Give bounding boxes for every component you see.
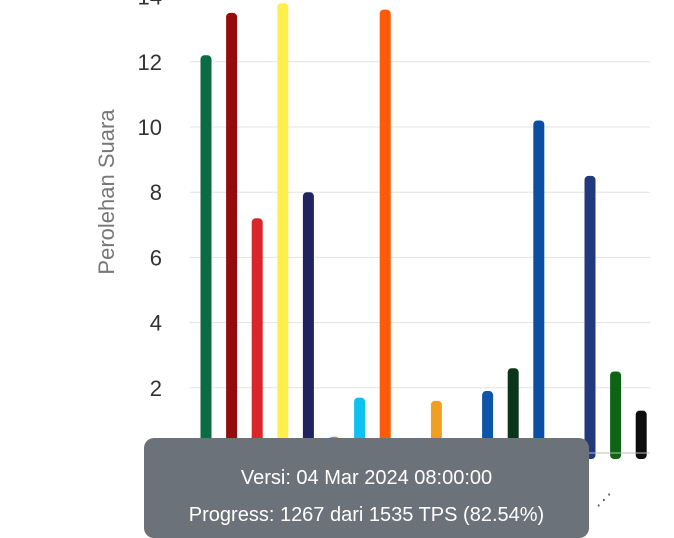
bar[interactable] (533, 120, 545, 459)
bar[interactable] (507, 368, 519, 459)
resize-icon[interactable]: ⋰ (596, 490, 612, 509)
bar[interactable] (584, 175, 596, 459)
y-tick-label: 2 (150, 376, 162, 401)
y-tick-label: 8 (150, 180, 162, 205)
bar[interactable] (635, 410, 647, 459)
y-tick-label: 14 (138, 0, 162, 10)
bar[interactable] (302, 192, 314, 459)
bar[interactable] (200, 55, 212, 459)
bars (200, 3, 647, 460)
gridlines (190, 61, 650, 389)
y-tick-label: 4 (150, 311, 162, 336)
bar[interactable] (277, 3, 289, 460)
bar[interactable] (251, 218, 263, 459)
bar[interactable] (610, 371, 622, 460)
bar[interactable] (379, 9, 391, 459)
y-tick-label: 10 (138, 115, 162, 140)
tooltip-version-text: Versi: 04 Mar 2024 08:00:00 (240, 467, 493, 489)
y-axis-title: Perolehan Suara (94, 109, 119, 275)
y-tick-label: 12 (138, 50, 162, 75)
bar[interactable] (226, 12, 238, 460)
y-tick-label: 6 (150, 245, 162, 270)
y-axis-ticks: 2 4 6 8 10 12 14 (138, 0, 162, 401)
tooltip-progress-text: Progress: 1267 dari 1535 TPS (82.54%) (188, 504, 545, 526)
version-tooltip: Versi: 04 Mar 2024 08:00:00 Progress: 12… (144, 438, 589, 538)
